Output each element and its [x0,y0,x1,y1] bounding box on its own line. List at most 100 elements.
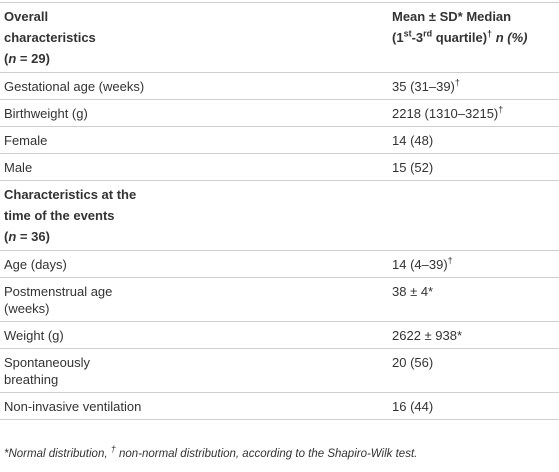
table-row: Non-invasive ventilation 16 (44) [0,392,559,420]
text: Postmenstrual age [4,284,113,299]
table-cell: Gestational age (weeks) [0,72,388,100]
text: ( [4,51,9,66]
table-row: Male 15 (52) [0,153,559,181]
italic-text: n [8,229,17,244]
text: characteristics [4,30,96,45]
text-line: Birthweight (g) [4,105,384,122]
text-line: (n = 36) [4,226,384,247]
text-line: Mean ± SD* Median [392,6,555,27]
table-row: Birthweight (g) 2218 (1310–3215)† [0,99,559,127]
text: 38 ± 4* [392,284,434,299]
text: quartile) [432,30,488,45]
data-table: Overall characteristics (n = 29) Mean ± SD*… [0,2,559,420]
table-cell: 2622 ± 938* [388,321,559,349]
table-cell: 20 (56) [388,348,559,393]
table-cell: 14 (4–39)† [388,250,559,278]
table-cell: Mean ± SD* Median (1st-3rd quartile)† n (… [388,2,559,73]
text: Non-invasive ventilation [4,399,142,414]
text: 20 (56) [392,355,434,370]
superscript: † [110,444,116,455]
table-cell: 38 ± 4* [388,277,559,322]
table-cell: Age (days) [0,250,388,278]
table-cell: Non-invasive ventilation [0,392,388,420]
text: 35 (31–39) [392,79,455,94]
superscript: † [487,28,493,39]
text-line: 14 (48) [392,132,555,149]
text: Characteristics at the [4,187,137,202]
text: = 36) [16,229,50,244]
text-line: (weeks) [4,300,384,317]
table-cell: Characteristics at the time of the events… [0,180,388,251]
text-line: 2218 (1310–3215)† [392,105,555,122]
text: (1 [392,30,404,45]
text: 2218 (1310–3215) [392,106,499,121]
text-line: Spontaneously [4,354,384,371]
superscript: † [447,255,453,266]
text-line: Male [4,159,384,176]
table-cell: Birthweight (g) [0,99,388,127]
italic-text: *Normal distribution, [4,448,111,460]
text: -3 [411,30,424,45]
text-line: characteristics [4,27,384,48]
superscript: rd [423,28,433,39]
table-cell: Male [0,153,388,181]
table-cell: Overall characteristics (n = 29) [0,2,388,73]
text-line: *Normal distribution, † non-normal distr… [4,445,417,460]
table-row: Spontaneously breathing 20 (56) [0,348,559,393]
text-line: Female [4,132,384,149]
text: Age (days) [4,257,67,272]
text: Overall [4,9,49,24]
text: Female [4,133,48,148]
table-cell: 16 (44) [388,392,559,420]
text-line: Non-invasive ventilation [4,398,384,415]
text-line: Characteristics at the [4,184,384,205]
text: Gestational age (weeks) [4,79,145,94]
text: ( [4,229,9,244]
text: = 29) [16,51,50,66]
text: Mean ± SD* Median [392,9,512,24]
text: (weeks) [4,301,50,316]
text: 16 (44) [392,399,434,414]
table-row: Weight (g) 2622 ± 938* [0,321,559,349]
text-line: 35 (31–39)† [392,78,555,95]
table-row: Gestational age (weeks) 35 (31–39)† [0,72,559,100]
text: Male [4,160,33,175]
table-cell: 15 (52) [388,153,559,181]
header-row: Overall characteristics (n = 29) Mean ± SD*… [0,2,559,73]
text: 14 (48) [392,133,434,148]
text-line: 2622 ± 938* [392,327,555,344]
italic-text: n (%) [495,30,528,45]
text-line: Postmenstrual age [4,283,384,300]
table-cell [388,180,559,251]
text: Birthweight (g) [4,106,88,121]
text-line: 38 ± 4* [392,283,555,300]
italic-text: n [8,51,17,66]
footnote: *Normal distribution, † non-normal distr… [4,445,417,460]
table-cell: Postmenstrual age (weeks) [0,277,388,322]
text-line: Overall [4,6,384,27]
superscript: st [403,28,412,39]
text-line: 20 (56) [392,354,555,371]
text-line: 16 (44) [392,398,555,415]
header-row: Characteristics at the time of the events… [0,180,559,251]
table-cell: Female [0,126,388,154]
text-line: Age (days) [4,256,384,273]
table-cell: Spontaneously breathing [0,348,388,393]
table-row: Female 14 (48) [0,126,559,154]
table-cell: Weight (g) [0,321,388,349]
text: breathing [4,372,59,387]
text-line: Gestational age (weeks) [4,78,384,95]
text-line: Weight (g) [4,327,384,344]
text-line: 15 (52) [392,159,555,176]
text-line: time of the events [4,205,384,226]
text: 14 (4–39) [392,257,448,272]
text: 2622 ± 938* [392,328,463,343]
superscript: † [454,77,460,88]
text: time of the events [4,208,115,223]
table-cell: 2218 (1310–3215)† [388,99,559,127]
table-row: Postmenstrual age (weeks) 38 ± 4* [0,277,559,322]
text-line: (1st-3rd quartile)† n (%) [392,27,555,48]
text-line: breathing [4,371,384,388]
text: 15 (52) [392,160,434,175]
